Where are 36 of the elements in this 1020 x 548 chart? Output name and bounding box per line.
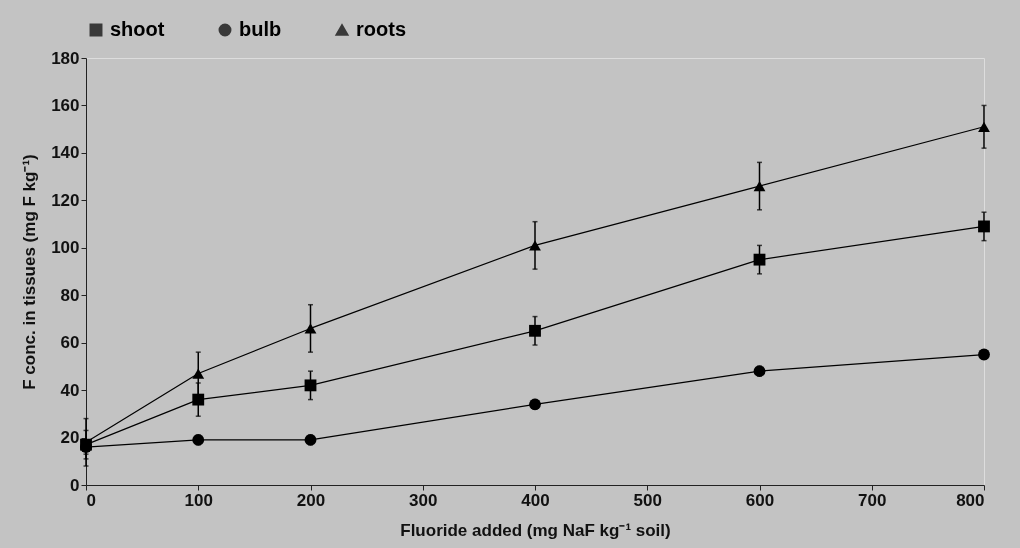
point [192,434,205,446]
x-tick-label: 300 [409,490,438,510]
point [753,253,766,266]
y-tick-label: 180 [51,48,80,68]
point [304,434,317,446]
point [192,368,205,379]
x-tick-label: 500 [633,490,662,510]
y-tick-label: 0 [70,475,80,495]
point [529,240,541,251]
x-tick-label: 700 [858,490,887,510]
y-tick-label: 80 [60,285,80,305]
y-tick-label: 40 [60,380,80,400]
legend-label: bulb [239,18,282,40]
legend-label: roots [356,18,406,40]
point [304,323,317,334]
x-tick-label: 200 [296,490,326,510]
y-axis-title: F conc. in tissues (mg F kg⁻¹) [20,154,40,390]
y-tick-label: 140 [51,143,80,163]
y-tick-label: 100 [51,238,80,258]
y-tick-label: 120 [51,190,80,210]
x-axis-title: Fluoride added (mg NaF kg⁻¹ soil) [400,520,671,540]
point [192,393,205,406]
x-tick-label: 800 [956,490,985,510]
x-tick-label: 600 [745,490,775,510]
point [753,365,766,378]
y-tick-label: 160 [51,95,80,115]
point [978,220,990,233]
point [304,379,317,392]
x-tick-label: 0 [86,490,96,510]
y-tick-label: 60 [60,333,80,353]
point [529,324,541,337]
point [978,121,990,132]
legend-label: shoot [110,18,165,40]
y-tick-label: 20 [60,428,80,448]
x-tick-label: 400 [521,490,550,510]
x-tick-label: 100 [184,490,213,510]
